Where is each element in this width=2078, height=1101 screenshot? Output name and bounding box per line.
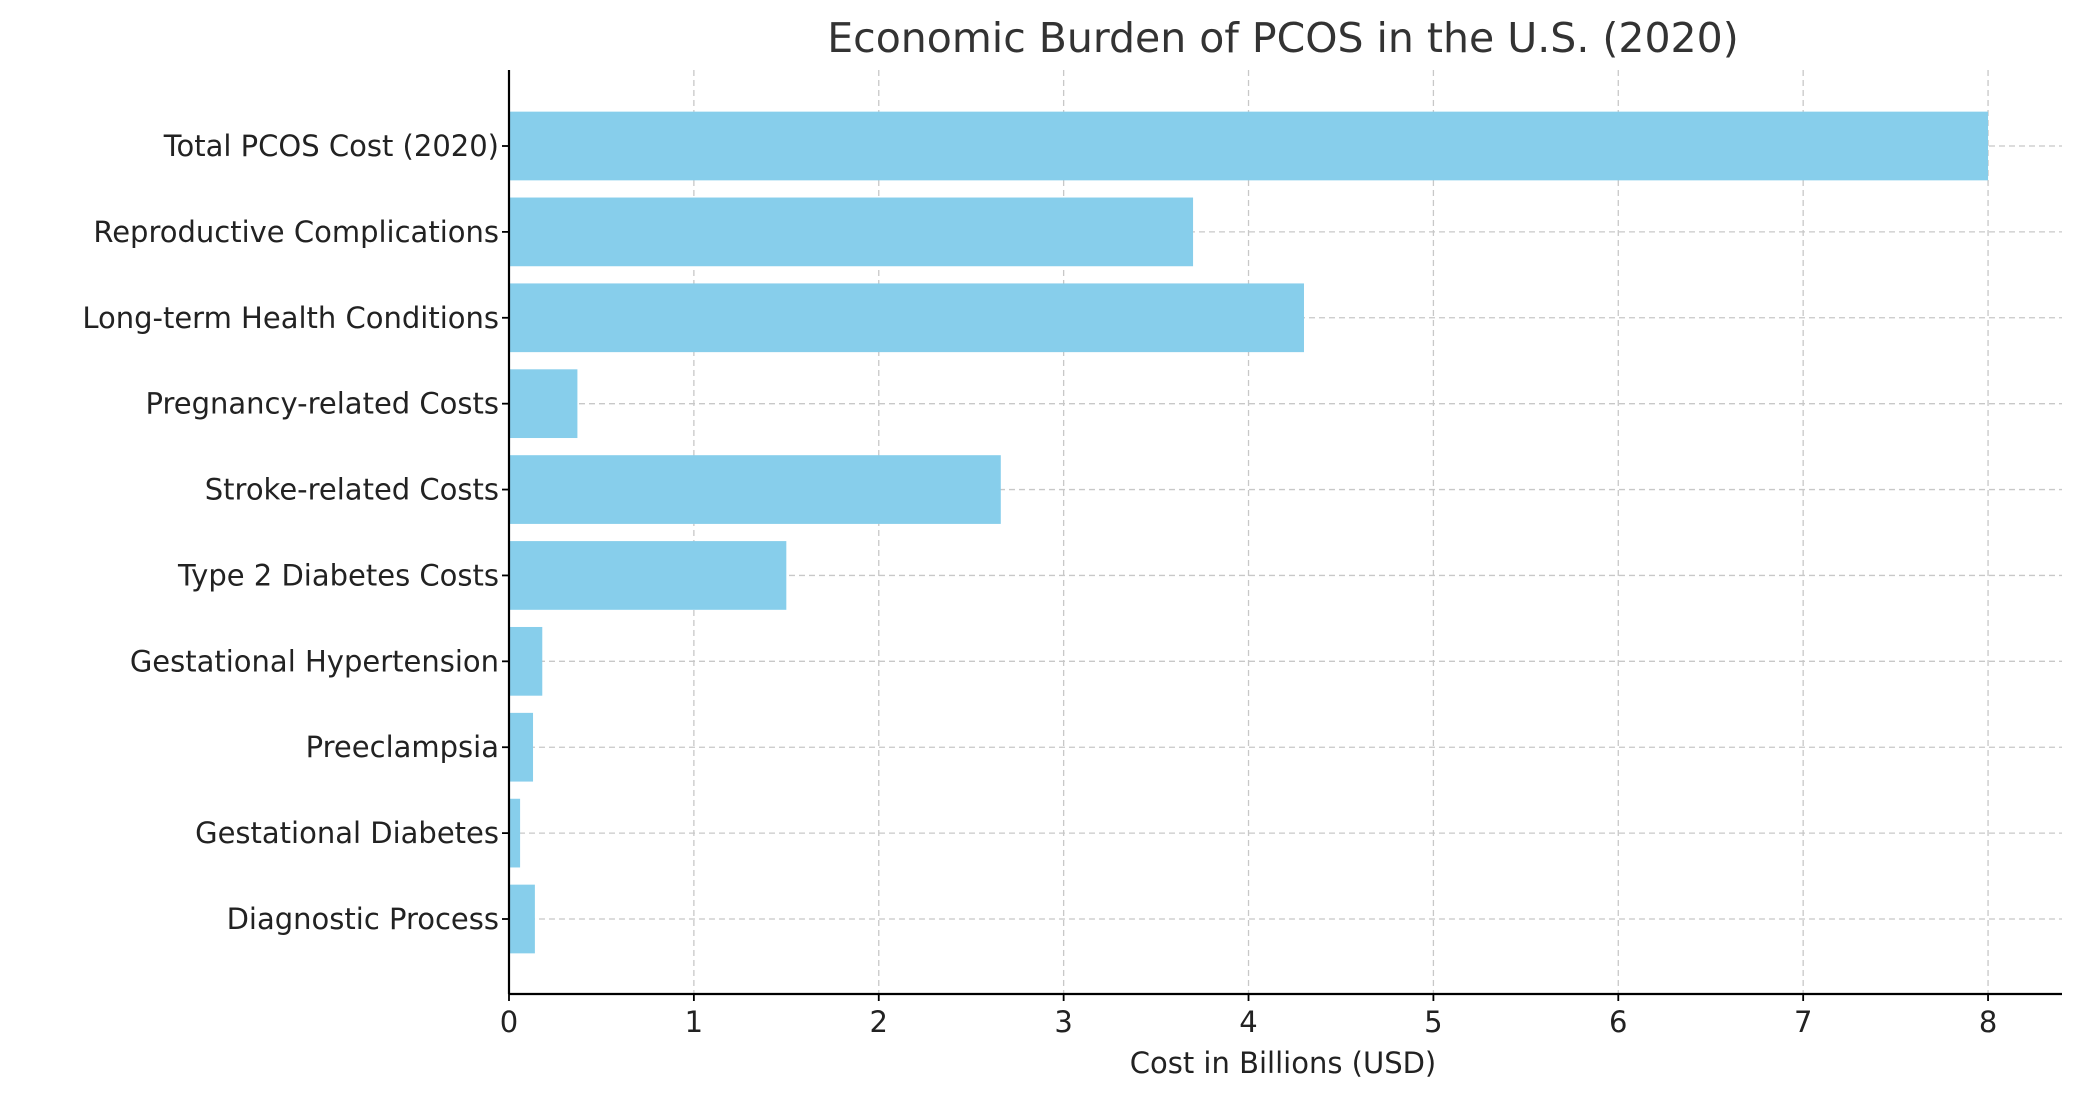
x-tick-label: 7 <box>1794 1005 1812 1039</box>
bar <box>509 712 534 782</box>
bar <box>509 541 787 610</box>
y-tick-label: Diagnostic Process <box>227 902 499 936</box>
y-tick-label: Reproductive Complications <box>93 215 499 249</box>
x-tick-label: 2 <box>870 1005 888 1039</box>
x-tick-label: 5 <box>1424 1005 1442 1039</box>
x-tick-label: 8 <box>1979 1005 1997 1039</box>
bar <box>509 884 535 954</box>
y-tick-label: Preeclampsia <box>306 730 499 764</box>
y-tick-label: Gestational Diabetes <box>195 816 499 850</box>
bar <box>509 283 1304 353</box>
x-tick-label: 1 <box>685 1005 703 1039</box>
y-tick-label: Total PCOS Cost (2020) <box>163 129 499 163</box>
bar <box>509 455 1001 524</box>
bar <box>509 798 521 868</box>
chart-title: Economic Burden of PCOS in the U.S. (202… <box>827 14 1738 62</box>
bar <box>509 111 1989 181</box>
x-tick-label: 0 <box>500 1005 518 1039</box>
bar <box>509 197 1194 267</box>
y-tick-label: Gestational Hypertension <box>130 644 499 678</box>
y-tick-label: Long-term Health Conditions <box>82 301 499 335</box>
x-axis-label: Cost in Billions (USD) <box>1130 1046 1437 1080</box>
axes <box>502 70 2062 1001</box>
y-tick-label: Pregnancy-related Costs <box>146 387 499 421</box>
bars <box>509 111 1989 954</box>
bar <box>509 626 543 696</box>
y-tick-labels: Diagnostic Process Gestational Diabetes Pr… <box>82 129 499 936</box>
x-tick-labels: 0 1 2 3 4 5 6 7 8 <box>500 1005 1998 1039</box>
y-tick-label: Stroke-related Costs <box>205 473 499 507</box>
x-tick-label: 6 <box>1609 1005 1627 1039</box>
x-tick-label: 3 <box>1054 1005 1072 1039</box>
x-tick-label: 4 <box>1239 1005 1257 1039</box>
y-tick-label: Type 2 Diabetes Costs <box>177 558 499 592</box>
bar <box>509 369 578 439</box>
